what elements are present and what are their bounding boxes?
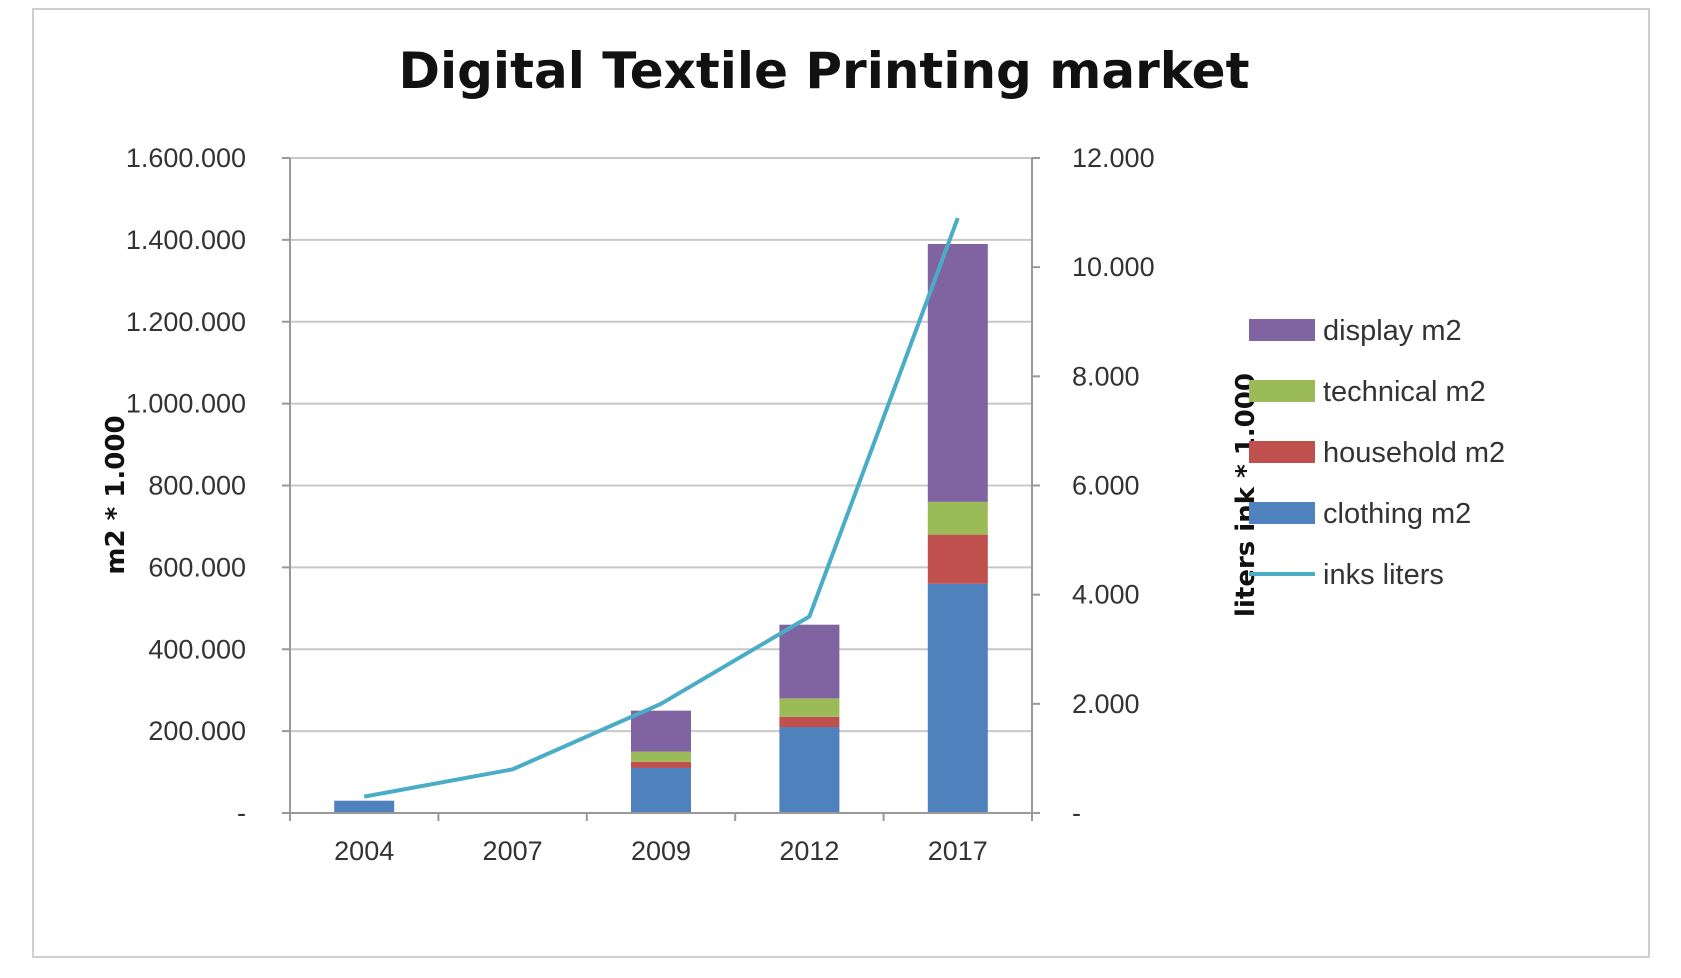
bar-technical-m2-2012 xyxy=(779,698,840,717)
legend-swatch-technical-m2 xyxy=(1249,380,1315,402)
bar-clothing-m2-2009 xyxy=(631,767,691,813)
y2-tick-label: 12.000 xyxy=(1072,143,1155,173)
legend-label: display m2 xyxy=(1323,315,1462,347)
line-inks-liters xyxy=(363,217,960,799)
right-axis-ticks: - 2.000 4.000 6.000 8.000 10.000 12.000 xyxy=(1032,143,1155,828)
y2-tick-label: 8.000 xyxy=(1072,361,1140,391)
y2-axis-label: liters ink * 1.000 xyxy=(1231,373,1261,617)
chart-title: Digital Textile Printing market xyxy=(399,42,1250,100)
y-tick-label: 1.400.000 xyxy=(126,225,246,255)
bar-clothing-m2-2017 xyxy=(927,583,988,813)
left-axis-ticks: - 200.000 400.000 600.000 800.000 1.000.000 1.… xyxy=(126,143,290,828)
bar-household-m2-2009 xyxy=(631,761,691,768)
ink-line xyxy=(363,217,960,799)
y-tick-label: 400.000 xyxy=(148,634,246,664)
y-axis-label: m2 * 1.000 xyxy=(101,415,131,574)
y-tick-label: 1.600.000 xyxy=(126,143,246,173)
bar-household-m2-2012 xyxy=(779,716,840,728)
legend-label: household m2 xyxy=(1323,437,1505,469)
chart-canvas: Digital Textile Printing market - 200.000… xyxy=(101,42,1505,866)
y-tick-label: 1.000.000 xyxy=(126,389,246,419)
y2-tick-label: 6.000 xyxy=(1072,471,1140,501)
legend-swatch-display-m2 xyxy=(1249,319,1315,341)
y-tick-label: 1.200.000 xyxy=(126,307,246,337)
bar-technical-m2-2017 xyxy=(927,501,988,535)
bar-display-m2-2012 xyxy=(779,624,840,699)
y-tick-label: 800.000 xyxy=(148,471,246,501)
bar-technical-m2-2009 xyxy=(631,751,691,762)
bar-clothing-m2-2012 xyxy=(779,727,840,813)
y2-tick-label: - xyxy=(1072,798,1081,828)
legend-label: clothing m2 xyxy=(1323,498,1471,530)
x-tick-label: 2007 xyxy=(483,836,543,866)
x-tick-label: 2009 xyxy=(631,836,691,866)
legend-label: inks liters xyxy=(1323,559,1444,591)
bar-display-m2-2017 xyxy=(927,243,988,502)
legend-swatch-clothing-m2 xyxy=(1249,502,1315,524)
bar-household-m2-2017 xyxy=(927,534,988,584)
x-tick-label: 2017 xyxy=(928,836,988,866)
legend: display m2 technical m2 household m2 clothi… xyxy=(1249,315,1505,591)
y-tick-label: - xyxy=(237,798,246,828)
bar-display-m2-2009 xyxy=(631,710,691,752)
y2-tick-label: 4.000 xyxy=(1072,580,1140,610)
legend-swatch-household-m2 xyxy=(1249,441,1315,463)
x-tick-label: 2004 xyxy=(334,836,394,866)
gridlines xyxy=(290,157,1032,733)
y2-tick-label: 2.000 xyxy=(1072,689,1140,719)
x-axis-ticks: 2004 2007 2009 2012 2017 xyxy=(289,813,1033,866)
bar-clothing-m2-2004 xyxy=(334,800,395,813)
legend-label: technical m2 xyxy=(1323,376,1486,408)
chart-frame: Digital Textile Printing market - 200.000… xyxy=(32,8,1650,958)
y-tick-label: 600.000 xyxy=(148,552,246,582)
bars xyxy=(334,243,988,813)
x-tick-label: 2012 xyxy=(779,836,839,866)
y-tick-label: 200.000 xyxy=(148,716,246,746)
y2-tick-label: 10.000 xyxy=(1072,252,1155,282)
